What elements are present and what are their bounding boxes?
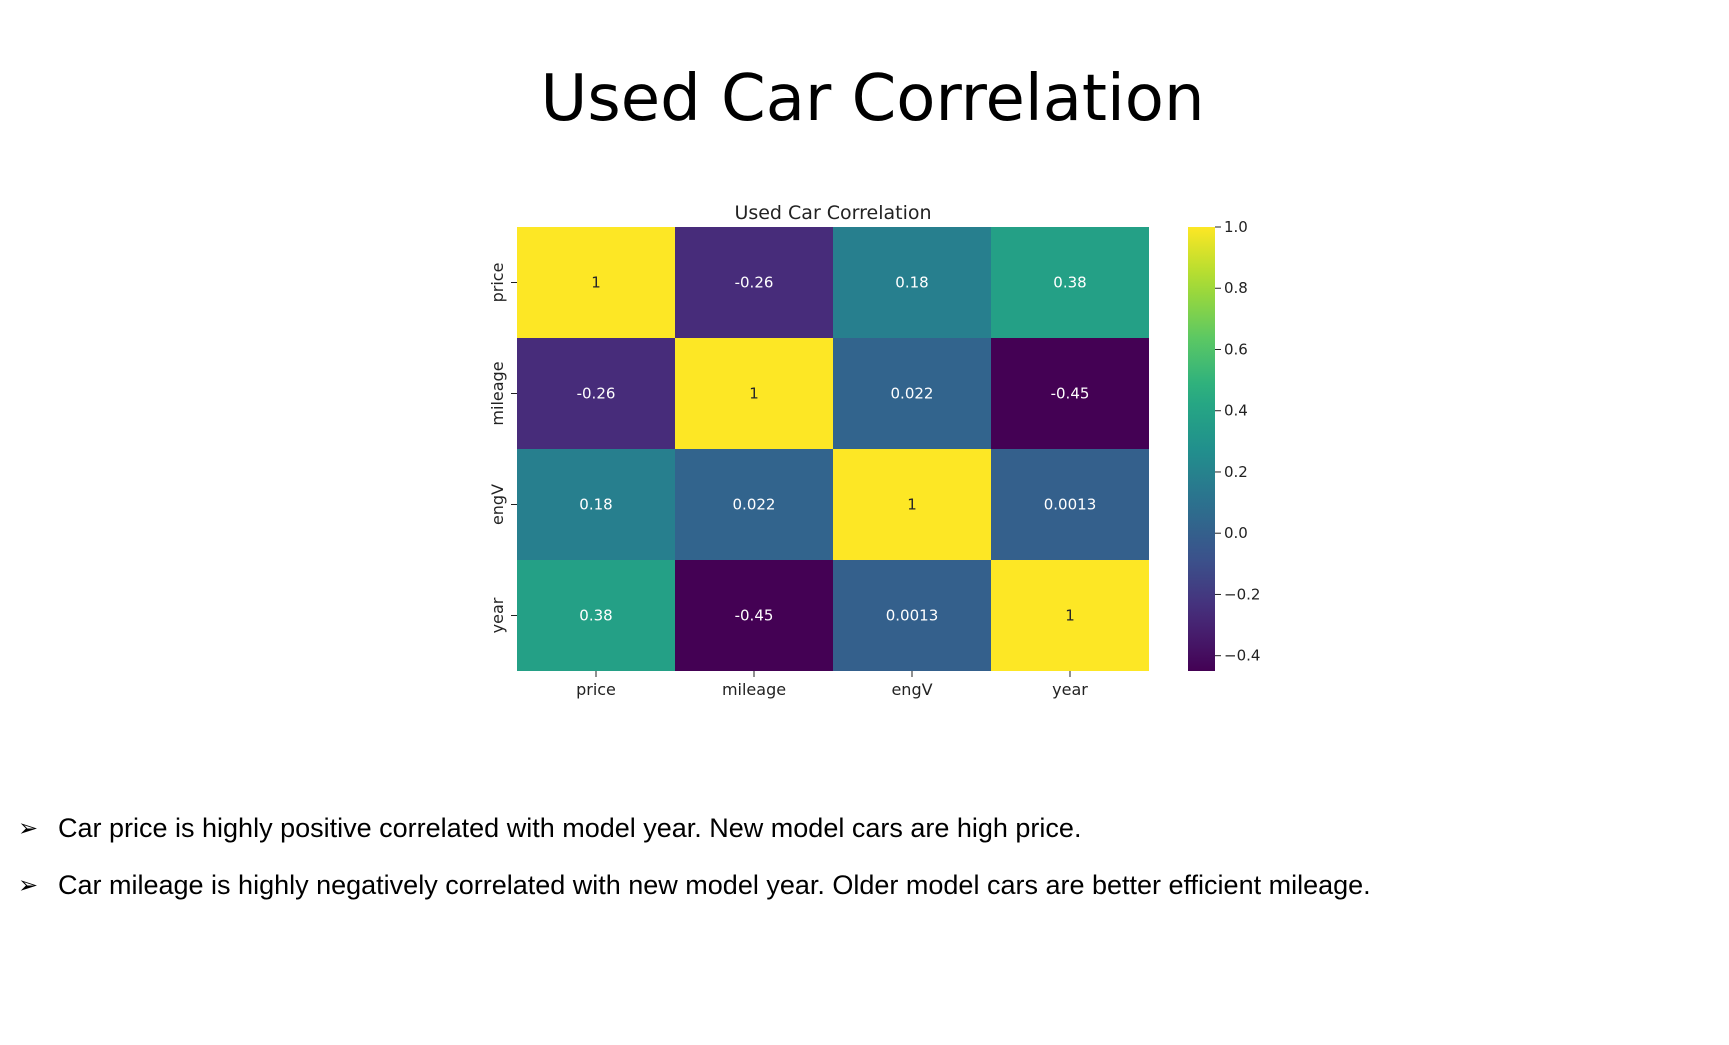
bullet-item: ➢ Car mileage is highly negatively corre… (18, 857, 1371, 914)
heatmap-cell-label: 1 (1065, 607, 1075, 625)
x-tick-label: engV (891, 680, 932, 699)
heatmap-cell-label: 1 (749, 385, 759, 403)
heatmap-cell-price-price (517, 227, 675, 338)
heatmap-cell-label: -0.26 (735, 274, 774, 292)
heatmap-cell-label: 0.0013 (886, 607, 939, 625)
arrowhead-bullet-icon: ➢ (18, 815, 39, 842)
y-tick-label: mileage (488, 361, 507, 425)
heatmap-cell-label: 1 (907, 496, 917, 514)
heatmap-cell-label: 0.18 (579, 496, 612, 514)
x-tick-label: price (576, 680, 616, 699)
colorbar-tick-label: 0.4 (1224, 402, 1248, 420)
heatmap-cell-price-engV (833, 227, 991, 338)
heatmap-cell-year-year (991, 560, 1149, 671)
colorbar-tick-label: −0.4 (1224, 647, 1260, 665)
heatmap-cell-year-engV (833, 560, 991, 671)
heatmap-cell-label: 0.38 (1053, 274, 1086, 292)
colorbar-tick-label: 1.0 (1224, 218, 1248, 236)
y-tick-label: engV (488, 484, 507, 525)
heatmap-cell-label: 0.022 (891, 385, 934, 403)
y-tick-label: price (488, 263, 507, 303)
bullet-text: Car price is highly positive correlated … (58, 813, 1082, 843)
heatmap-cell-label: 0.38 (579, 607, 612, 625)
heatmap-cell-mileage-year (991, 338, 1149, 449)
heatmap-cell-label: 0.022 (733, 496, 776, 514)
bullet-list: ➢ Car price is highly positive correlate… (18, 800, 1371, 914)
heatmap-cell-label: 1 (591, 274, 601, 292)
bullet-item: ➢ Car price is highly positive correlate… (18, 800, 1371, 857)
bullet-text: Car mileage is highly negatively correla… (58, 870, 1371, 900)
x-tick-label: mileage (722, 680, 786, 699)
heatmap-cell-year-price (517, 560, 675, 671)
heatmap-cell-engV-engV (833, 449, 991, 560)
colorbar (1188, 227, 1215, 671)
heatmap-cell-mileage-engV (833, 338, 991, 449)
x-tick-label: year (1052, 680, 1088, 699)
heatmap-cell-label: 0.18 (895, 274, 928, 292)
heatmap-cell-mileage-mileage (675, 338, 833, 449)
colorbar-tick-label: 0.2 (1224, 463, 1248, 481)
heatmap-cell-price-year (991, 227, 1149, 338)
heatmap-cell-engV-price (517, 449, 675, 560)
heatmap-cell-mileage-price (517, 338, 675, 449)
heatmap-cell-engV-mileage (675, 449, 833, 560)
heatmap-cell-label: -0.45 (735, 607, 774, 625)
heatmap-cell-price-mileage (675, 227, 833, 338)
chart-title: Used Car Correlation (734, 202, 931, 224)
heatmap-cell-year-mileage (675, 560, 833, 671)
colorbar-tick-label: 0.6 (1224, 340, 1248, 358)
heatmap-cell-label: -0.26 (577, 385, 616, 403)
colorbar-tick-label: 0.0 (1224, 524, 1248, 542)
colorbar-tick-label: −0.2 (1224, 585, 1260, 603)
heatmap-cell-label: 0.0013 (1044, 496, 1097, 514)
colorbar-tick-label: 0.8 (1224, 279, 1248, 297)
heatmap-cell-engV-year (991, 449, 1149, 560)
heatmap-cell-label: -0.45 (1051, 385, 1090, 403)
arrowhead-bullet-icon: ➢ (18, 872, 39, 899)
slide-title: Used Car Correlation (540, 62, 1205, 136)
y-tick-label: year (488, 597, 507, 633)
